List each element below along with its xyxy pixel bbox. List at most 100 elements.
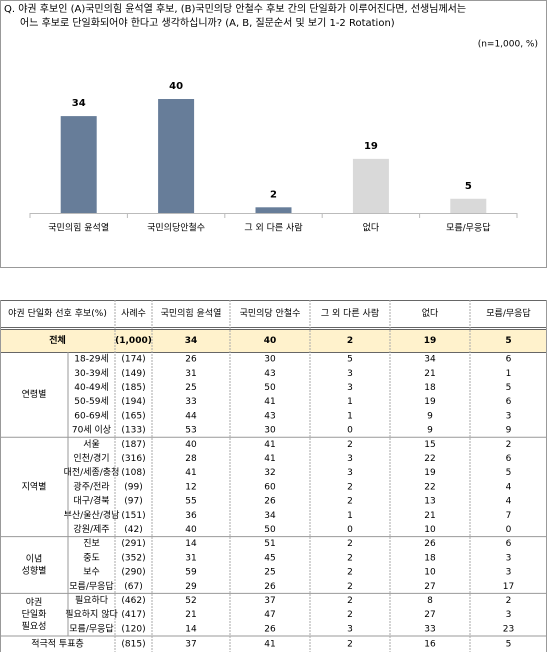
chart-subtitle: 어느 후보로 단일화되어야 한다고 생각하십니까? (A, B, 질문순서 및 … xyxy=(20,16,395,29)
cell-value: 27 xyxy=(424,582,435,592)
cell-value: 22 xyxy=(424,454,435,464)
sample-size: (352) xyxy=(121,553,145,563)
cell-value: 40 xyxy=(185,525,197,535)
chart-note: (n=1,000, %) xyxy=(478,40,538,50)
cell-value: 2 xyxy=(506,440,512,450)
row-label: 40-49세 xyxy=(74,382,108,393)
cell-value: 43 xyxy=(264,411,275,421)
cell-value: 15 xyxy=(424,440,435,450)
sample-size: (151) xyxy=(121,511,145,521)
cell-value: 1 xyxy=(347,511,353,521)
total-label: 전체 xyxy=(49,334,66,346)
cell-value: 26 xyxy=(264,497,276,507)
cell-value: 2 xyxy=(347,610,353,620)
sample-size: (165) xyxy=(121,411,145,421)
row-label: 광주/전라 xyxy=(73,480,110,492)
cell-value: 31 xyxy=(185,369,196,379)
cell-value: 22 xyxy=(424,482,435,492)
sample-size: (290) xyxy=(121,568,145,578)
total-row-bg xyxy=(0,329,547,352)
sample-size: (194) xyxy=(121,397,145,407)
x-tick-label: 국민의힘 윤석열 xyxy=(48,223,109,234)
cell-value: 3 xyxy=(347,468,353,478)
cell-value: 19 xyxy=(424,397,436,407)
cell-value: 31 xyxy=(185,553,196,563)
row-label: 대전/세종/충청 xyxy=(64,467,120,478)
cell-value: 0 xyxy=(347,426,353,436)
cell-value: 29 xyxy=(185,582,197,592)
sample-size: (417) xyxy=(121,610,145,620)
cell-value: 3 xyxy=(506,568,512,578)
cell-value: 25 xyxy=(264,568,275,578)
row-label: 강원/제주 xyxy=(73,524,109,535)
cell-value: 41 xyxy=(264,440,275,450)
cell-value: 16 xyxy=(424,640,436,650)
row-label: 30-39세 xyxy=(74,368,108,379)
cell-value: 5 xyxy=(347,355,353,365)
cell-value: 1 xyxy=(347,397,353,407)
cell-value: 2 xyxy=(347,568,353,578)
group-label: 연령별 xyxy=(22,388,47,400)
sample-size: (187) xyxy=(121,440,145,450)
cell-value: 4 xyxy=(506,497,512,507)
cell-value: 5 xyxy=(506,468,512,478)
cell-value: 43 xyxy=(264,369,275,379)
row-label: 중도 xyxy=(83,552,100,563)
sample-size: (185) xyxy=(121,383,145,393)
cell-value: 26 xyxy=(185,355,197,365)
value-label: 40 xyxy=(169,81,183,92)
value-label: 5 xyxy=(465,181,472,192)
cell-value: 6 xyxy=(506,355,512,365)
cell-value: 0 xyxy=(347,525,353,535)
row-label: 부산/울산/경남 xyxy=(64,509,120,521)
sample-size: (133) xyxy=(121,426,145,436)
bar xyxy=(60,116,97,213)
cell-value: 21 xyxy=(185,610,196,620)
cell-value: 25 xyxy=(185,383,196,393)
cell-value: 59 xyxy=(185,568,197,578)
cell-value: 2 xyxy=(347,596,353,606)
cell-value: 34 xyxy=(185,336,198,346)
cell-value: 5 xyxy=(506,383,512,393)
cell-value: 23 xyxy=(503,624,514,634)
cell-value: 7 xyxy=(506,511,512,521)
sample-size: (42) xyxy=(124,525,142,535)
cell-value: 3 xyxy=(347,454,353,464)
cell-value: 60 xyxy=(264,482,276,492)
sample-size: (174) xyxy=(121,355,145,365)
cell-value: 41 xyxy=(264,397,275,407)
cell-value: 0 xyxy=(506,525,512,535)
cell-value: 3 xyxy=(506,411,512,421)
sample-size: (108) xyxy=(121,468,145,478)
bar xyxy=(450,198,487,213)
cell-value: 34 xyxy=(424,355,436,365)
header-cell: 국민의힘 윤석열 xyxy=(161,308,222,319)
cell-value: 2 xyxy=(347,440,353,450)
cell-value: 3 xyxy=(506,610,512,620)
cell-value: 2 xyxy=(347,497,353,507)
sample-size: (1,000) xyxy=(115,336,152,346)
cell-value: 30 xyxy=(264,355,276,365)
cell-value: 9 xyxy=(506,426,512,436)
sample-size: (120) xyxy=(121,624,145,634)
cell-value: 9 xyxy=(427,426,433,436)
value-label: 19 xyxy=(364,141,378,152)
cell-value: 41 xyxy=(185,468,196,478)
row-label: 적극적 투표층 xyxy=(31,638,84,650)
cell-value: 3 xyxy=(347,624,353,634)
cell-value: 2 xyxy=(347,482,353,492)
cell-value: 2 xyxy=(347,539,353,549)
cell-value: 19 xyxy=(424,468,436,478)
cell-value: 3 xyxy=(347,383,353,393)
cell-value: 50 xyxy=(264,383,276,393)
group-label: 야권 xyxy=(26,596,43,608)
sample-size: (462) xyxy=(121,596,145,606)
cell-value: 41 xyxy=(264,640,275,650)
cell-value: 1 xyxy=(506,369,512,379)
row-label: 진보 xyxy=(83,538,100,549)
cell-value: 2 xyxy=(347,553,353,563)
cell-value: 33 xyxy=(185,397,196,407)
cell-value: 47 xyxy=(264,610,275,620)
cell-value: 40 xyxy=(185,440,197,450)
cell-value: 2 xyxy=(506,596,512,606)
